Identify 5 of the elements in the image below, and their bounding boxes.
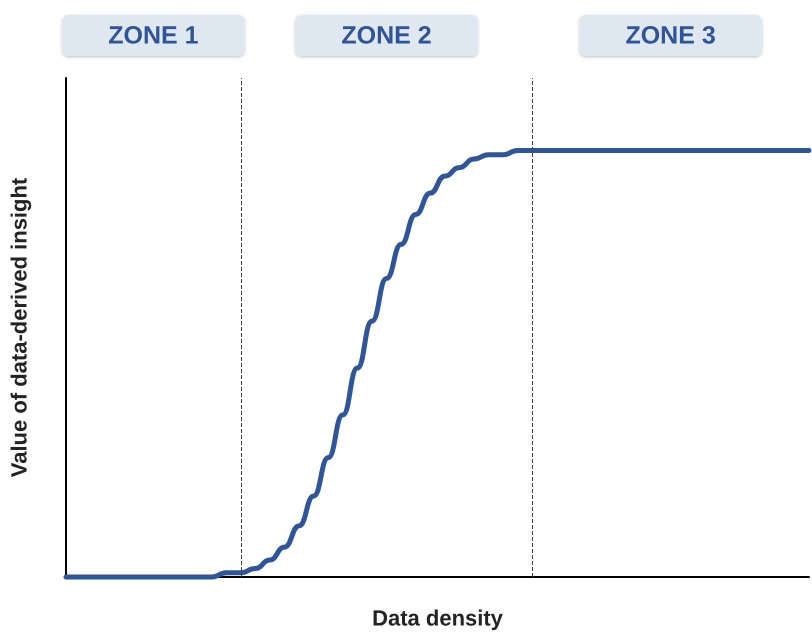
y-axis-title: Value of data-derived insight xyxy=(6,177,32,478)
text: ZONE 2 xyxy=(341,22,432,50)
x-axis-title: Data density xyxy=(372,606,504,630)
text: ZONE 1 xyxy=(108,22,199,50)
text: ZONE 3 xyxy=(625,22,716,50)
